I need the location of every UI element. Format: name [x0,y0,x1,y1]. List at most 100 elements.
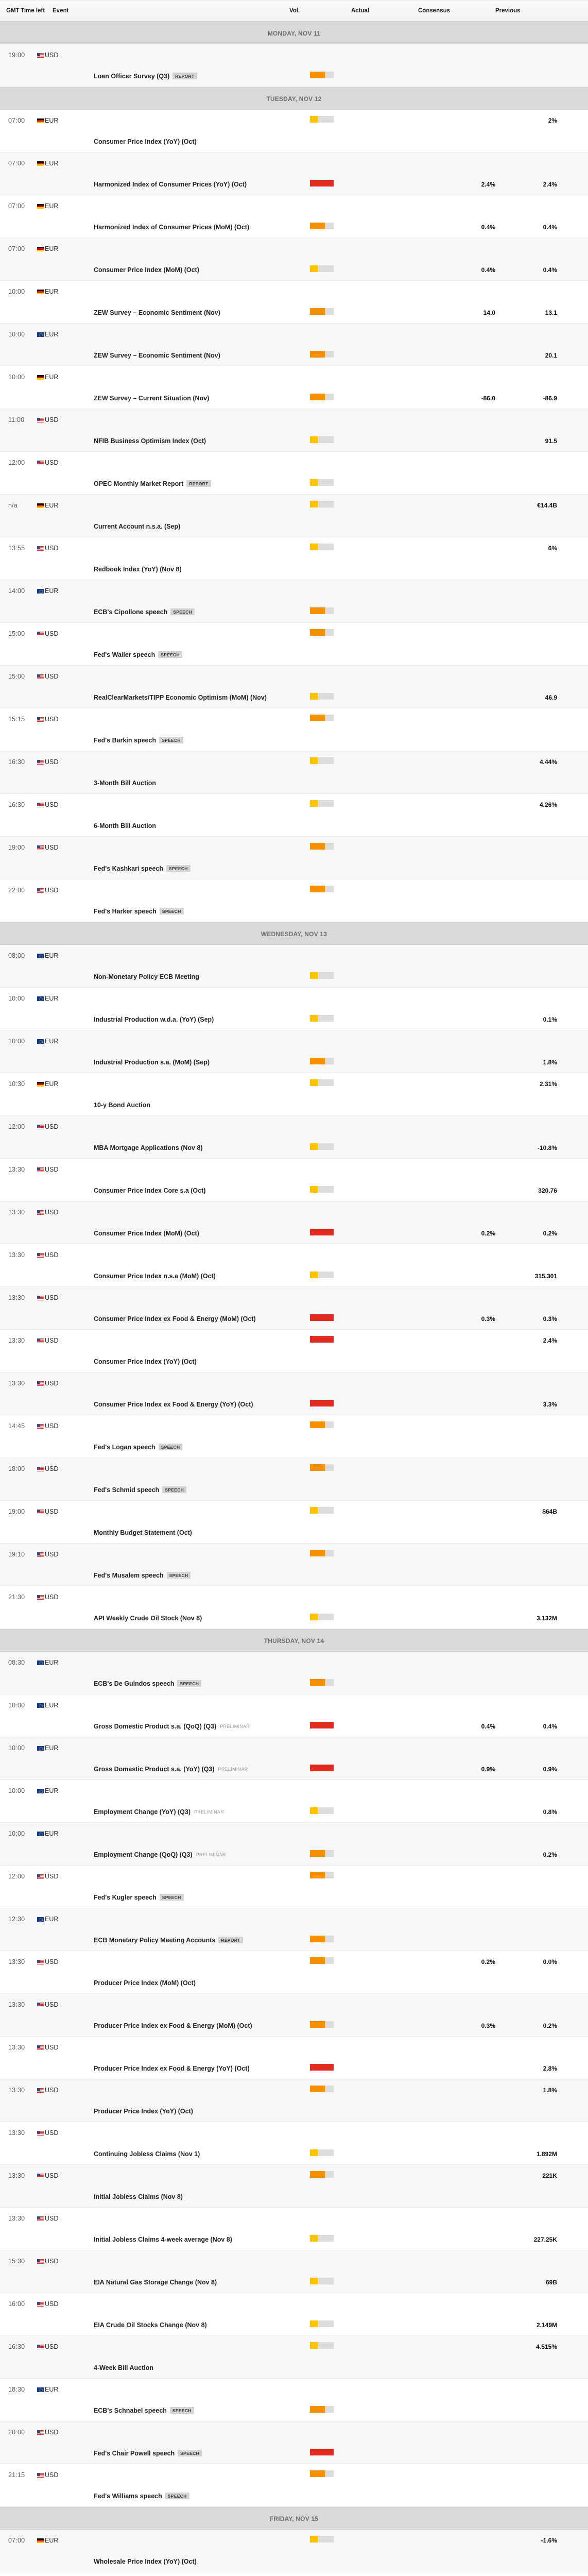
event-name-cell[interactable]: Fed's Kugler speech SPEECH [78,1893,301,1902]
event-badge[interactable]: SPEECH [158,1443,183,1450]
event-name-cell[interactable]: RealClearMarkets/TIPP Economic Optimism … [78,693,301,702]
event-row[interactable]: 10:00 EUR Industrial Production s.a. (MoM)… [0,1030,588,1073]
event-name-cell[interactable]: Fed's Logan speech SPEECH [78,1443,301,1452]
event-row[interactable]: 13:55 USD 6% Redbook Index (YoY) (Nov 8) [0,537,588,580]
event-row[interactable]: 19:10 USD Fed's Musalem speech SPEECH [0,1544,588,1586]
event-row[interactable]: 19:00 USD Loan Officer Survey (Q3) REPORT [0,44,588,87]
event-row[interactable]: 10:00 EUR ZEW Survey – Economic Sentiment … [0,324,588,366]
event-name-cell[interactable]: Harmonized Index of Consumer Prices (MoM… [78,223,301,232]
event-row[interactable]: 13:30 USD Continuing Jobless Claims (Nov 1… [0,2122,588,2165]
event-name-cell[interactable]: Gross Domestic Product s.a. (QoQ) (Q3) PR… [78,1722,301,1731]
event-name-cell[interactable]: ECB's Cipollone speech SPEECH [78,607,301,617]
event-row[interactable]: 13:30 USD 0.2% 0.0% Producer Price Index (Mo… [0,1951,588,1994]
event-name-cell[interactable]: Employment Change (YoY) (Q3) PRELIMINAR [78,1807,301,1817]
event-badge[interactable]: SPEECH [162,1486,187,1493]
event-row[interactable]: 07:00 EUR -1.6% Wholesale Price Index (YoY)… [0,2530,588,2572]
event-name-cell[interactable]: Employment Change (QoQ) (Q3) PRELIMINAR [78,1850,301,1859]
event-badge[interactable]: PRELIMINAR [218,1766,248,1772]
event-name-cell[interactable]: Consumer Price Index (YoY) (Oct) [78,137,301,146]
event-row[interactable]: 11:00 USD NFIB Business Optimism Index (Oc… [0,409,588,452]
event-row[interactable]: 07:00 EUR Consumer Price Index (MoM) (Oct)… [0,238,588,281]
event-name-cell[interactable]: Fed's Barkin speech SPEECH [78,736,301,745]
event-row[interactable]: 10:00 EUR Employment Change (QoQ) (Q3) PREL… [0,1823,588,1866]
event-name-cell[interactable]: Initial Jobless Claims (Nov 8) [78,2192,301,2201]
event-name-cell[interactable]: Harmonized Index of Consumer Prices (YoY… [78,180,301,189]
event-row[interactable]: 13:30 USD 1.8% Producer Price Index (YoY) (… [0,2079,588,2122]
event-row[interactable]: 18:00 USD Fed's Schmid speech SPEECH [0,1458,588,1501]
event-row[interactable]: 20:00 USD Fed's Chair Powell speech SPEECH [0,2421,588,2464]
event-name-cell[interactable]: Non-Monetary Policy ECB Meeting [78,972,301,981]
event-row[interactable]: 12:00 USD MBA Mortgage Applications (Nov 8… [0,1116,588,1159]
event-badge[interactable]: REPORT [172,72,197,79]
event-row[interactable]: 13:30 USD Consumer Price Index (MoM) (Oct)… [0,1201,588,1244]
event-name-cell[interactable]: ZEW Survey – Economic Sentiment (Nov) [78,351,301,360]
event-badge[interactable]: SPEECH [159,907,184,914]
event-name-cell[interactable]: Industrial Production s.a. (MoM) (Sep) [78,1058,301,1067]
event-name-cell[interactable]: Initial Jobless Claims 4-week average (N… [78,2235,301,2244]
event-badge[interactable]: PRELIMINAR [194,1809,224,1815]
event-name-cell[interactable]: Producer Price Index ex Food & Energy (Y… [78,2064,301,2073]
event-row[interactable]: 15:00 USD Fed's Waller speech SPEECH [0,623,588,666]
event-badge[interactable]: PRELIMINAR [220,1723,250,1729]
event-badge[interactable]: SPEECH [178,2449,202,2456]
event-name-cell[interactable]: Fed's Harker speech SPEECH [78,907,301,916]
event-name-cell[interactable]: ECB Monetary Policy Meeting Accounts REPO… [78,1936,301,1945]
event-name-cell[interactable]: Fed's Kashkari speech SPEECH [78,864,301,873]
event-row[interactable]: 13:30 USD Initial Jobless Claims 4-week av… [0,2208,588,2250]
event-name-cell[interactable]: Consumer Price Index (MoM) (Oct) [78,265,301,275]
event-row[interactable]: 19:00 USD Fed's Kashkari speech SPEECH [0,837,588,879]
event-name-cell[interactable]: Fed's Williams speech SPEECH [78,2492,301,2501]
event-name-cell[interactable]: EIA Natural Gas Storage Change (Nov 8) [78,2278,301,2287]
event-name-cell[interactable]: Fed's Waller speech SPEECH [78,650,301,659]
event-row[interactable]: 16:30 USD 4.44% 3-Month Bill Auction [0,751,588,794]
event-row[interactable]: 10:00 EUR ZEW Survey – Current Situation (… [0,366,588,409]
event-row[interactable]: 16:00 USD EIA Crude Oil Stocks Change (Nov… [0,2293,588,2336]
event-row[interactable]: 21:30 USD API Weekly Crude Oil Stock (Nov … [0,1586,588,1629]
event-row[interactable]: 07:00 EUR Harmonized Index of Consumer Pri… [0,152,588,195]
event-name-cell[interactable]: Redbook Index (YoY) (Nov 8) [78,565,301,574]
event-badge[interactable]: SPEECH [177,1680,202,1687]
event-row[interactable]: 10:00 EUR Gross Domestic Product s.a. (QoQ… [0,1694,588,1737]
event-row[interactable]: 15:00 USD RealClearMarkets/TIPP Economic O… [0,666,588,708]
event-row[interactable]: 10:00 EUR ZEW Survey – Economic Sentiment … [0,281,588,324]
event-badge[interactable]: SPEECH [165,2492,189,2499]
event-row[interactable]: 07:00 EUR Harmonized Index of Consumer Pri… [0,195,588,238]
event-row[interactable]: 16:30 USD 4.26% 6-Month Bill Auction [0,794,588,837]
event-row[interactable]: 13:30 USD Consumer Price Index n.s.a (MoM)… [0,1244,588,1287]
event-row[interactable]: 13:30 USD 221K Initial Jobless Claims (Nov … [0,2165,588,2208]
event-badge[interactable]: SPEECH [170,608,195,615]
event-badge[interactable]: SPEECH [159,1893,184,1901]
event-row[interactable]: 10:00 EUR Industrial Production w.d.a. (Yo… [0,988,588,1030]
event-name-cell[interactable]: Wholesale Price Index (YoY) (Oct) [78,2557,301,2566]
event-row[interactable]: 12:30 EUR ECB Monetary Policy Meeting Acco… [0,1908,588,1951]
event-badge[interactable]: SPEECH [159,736,183,743]
event-row[interactable]: 10:30 EUR 2.31% 10-y Bond Auction [0,1073,588,1116]
event-name-cell[interactable]: Producer Price Index ex Food & Energy (M… [78,2021,301,2030]
event-name-cell[interactable]: Consumer Price Index n.s.a (MoM) (Oct) [78,1272,301,1281]
event-row[interactable]: 13:30 USD Consumer Price Index Core s.a (O… [0,1159,588,1201]
event-name-cell[interactable]: OPEC Monthly Market Report REPORT [78,479,301,488]
event-badge[interactable]: SPEECH [169,2406,194,2414]
event-row[interactable]: 13:30 USD 2.4% Consumer Price Index (YoY) (… [0,1330,588,1372]
event-badge[interactable]: SPEECH [158,651,182,658]
event-name-cell[interactable]: Fed's Chair Powell speech SPEECH [78,2449,301,2458]
event-row[interactable]: 13:30 USD Producer Price Index ex Food & E… [0,1994,588,2037]
event-name-cell[interactable]: Consumer Price Index ex Food & Energy (M… [78,1314,301,1324]
event-badge[interactable]: REPORT [186,480,211,487]
event-name-cell[interactable]: Industrial Production w.d.a. (YoY) (Sep) [78,1015,301,1024]
event-name-cell[interactable]: 6-Month Bill Auction [78,821,301,831]
event-name-cell[interactable]: Loan Officer Survey (Q3) REPORT [78,72,301,81]
event-name-cell[interactable]: Producer Price Index (YoY) (Oct) [78,2107,301,2116]
event-row[interactable]: 15:30 USD EIA Natural Gas Storage Change (… [0,2250,588,2293]
event-name-cell[interactable]: EIA Crude Oil Stocks Change (Nov 8) [78,2320,301,2330]
event-name-cell[interactable]: Current Account n.s.a. (Sep) [78,522,301,531]
event-name-cell[interactable]: API Weekly Crude Oil Stock (Nov 8) [78,1614,301,1623]
event-name-cell[interactable]: Fed's Musalem speech SPEECH [78,1571,301,1580]
event-row[interactable]: 12:00 USD OPEC Monthly Market Report REPORT [0,452,588,495]
event-row[interactable]: 07:00EURWholesale Price Index (MoM) (Oct… [0,2572,588,2576]
event-row[interactable]: 16:30 USD 4.515% 4-Week Bill Auction [0,2336,588,2379]
event-row[interactable]: 10:00 EUR Employment Change (YoY) (Q3) PREL… [0,1780,588,1823]
event-name-cell[interactable]: Consumer Price Index (MoM) (Oct) [78,1229,301,1238]
event-name-cell[interactable]: ECB's Schnabel speech SPEECH [78,2406,301,2415]
event-name-cell[interactable]: 4-Week Bill Auction [78,2363,301,2372]
